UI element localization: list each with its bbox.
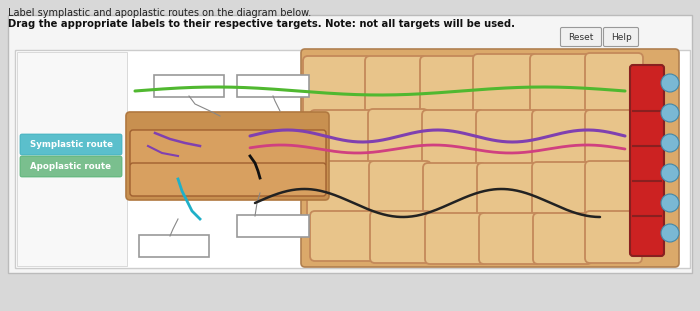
FancyBboxPatch shape — [369, 161, 431, 221]
FancyBboxPatch shape — [301, 49, 679, 267]
FancyBboxPatch shape — [585, 110, 642, 171]
FancyBboxPatch shape — [15, 50, 690, 268]
FancyBboxPatch shape — [603, 27, 638, 47]
FancyBboxPatch shape — [630, 65, 664, 256]
Text: Label symplastic and apoplastic routes on the diagram below.: Label symplastic and apoplastic routes o… — [8, 8, 312, 18]
FancyBboxPatch shape — [585, 53, 643, 118]
Text: Reset: Reset — [568, 33, 594, 41]
FancyBboxPatch shape — [422, 110, 484, 173]
Circle shape — [661, 134, 679, 152]
Circle shape — [661, 74, 679, 92]
Text: Drag the appropriate labels to their respective targets. Note: not all targets w: Drag the appropriate labels to their res… — [8, 19, 515, 29]
FancyBboxPatch shape — [420, 56, 480, 116]
FancyBboxPatch shape — [130, 130, 326, 166]
FancyBboxPatch shape — [17, 52, 127, 266]
FancyBboxPatch shape — [130, 163, 326, 196]
FancyBboxPatch shape — [532, 162, 592, 223]
FancyBboxPatch shape — [307, 161, 375, 218]
Text: Help: Help — [610, 33, 631, 41]
FancyBboxPatch shape — [479, 213, 541, 264]
FancyBboxPatch shape — [20, 134, 122, 155]
FancyBboxPatch shape — [139, 235, 209, 257]
Circle shape — [661, 224, 679, 242]
FancyBboxPatch shape — [561, 27, 601, 47]
FancyBboxPatch shape — [533, 213, 592, 264]
Circle shape — [661, 194, 679, 212]
FancyBboxPatch shape — [423, 163, 486, 223]
FancyBboxPatch shape — [425, 213, 488, 264]
FancyBboxPatch shape — [370, 211, 432, 263]
Text: Symplastic route: Symplastic route — [29, 140, 113, 149]
FancyBboxPatch shape — [473, 54, 538, 121]
FancyBboxPatch shape — [477, 163, 540, 223]
FancyBboxPatch shape — [126, 112, 329, 200]
FancyBboxPatch shape — [585, 211, 642, 263]
FancyBboxPatch shape — [310, 211, 375, 261]
FancyBboxPatch shape — [8, 15, 692, 273]
FancyBboxPatch shape — [368, 109, 428, 171]
Circle shape — [661, 164, 679, 182]
FancyBboxPatch shape — [237, 75, 309, 97]
FancyBboxPatch shape — [476, 110, 539, 173]
FancyBboxPatch shape — [303, 56, 371, 121]
Text: Apoplastic route: Apoplastic route — [31, 162, 111, 171]
Circle shape — [661, 104, 679, 122]
FancyBboxPatch shape — [532, 110, 592, 173]
FancyBboxPatch shape — [310, 110, 375, 168]
FancyBboxPatch shape — [530, 54, 592, 121]
FancyBboxPatch shape — [365, 56, 427, 118]
FancyBboxPatch shape — [237, 215, 309, 237]
FancyBboxPatch shape — [20, 156, 122, 177]
FancyBboxPatch shape — [585, 161, 642, 221]
FancyBboxPatch shape — [154, 75, 224, 97]
